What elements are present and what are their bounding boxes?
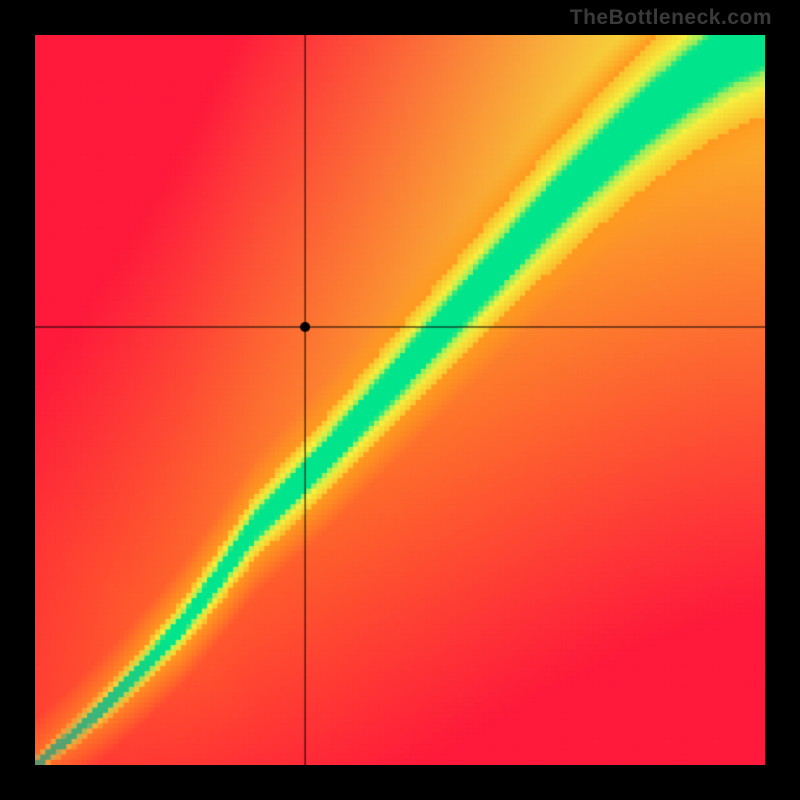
chart-frame: TheBottleneck.com bbox=[0, 0, 800, 800]
plot-area bbox=[35, 35, 765, 765]
bottleneck-heatmap bbox=[35, 35, 765, 765]
watermark-text: TheBottleneck.com bbox=[570, 6, 772, 30]
